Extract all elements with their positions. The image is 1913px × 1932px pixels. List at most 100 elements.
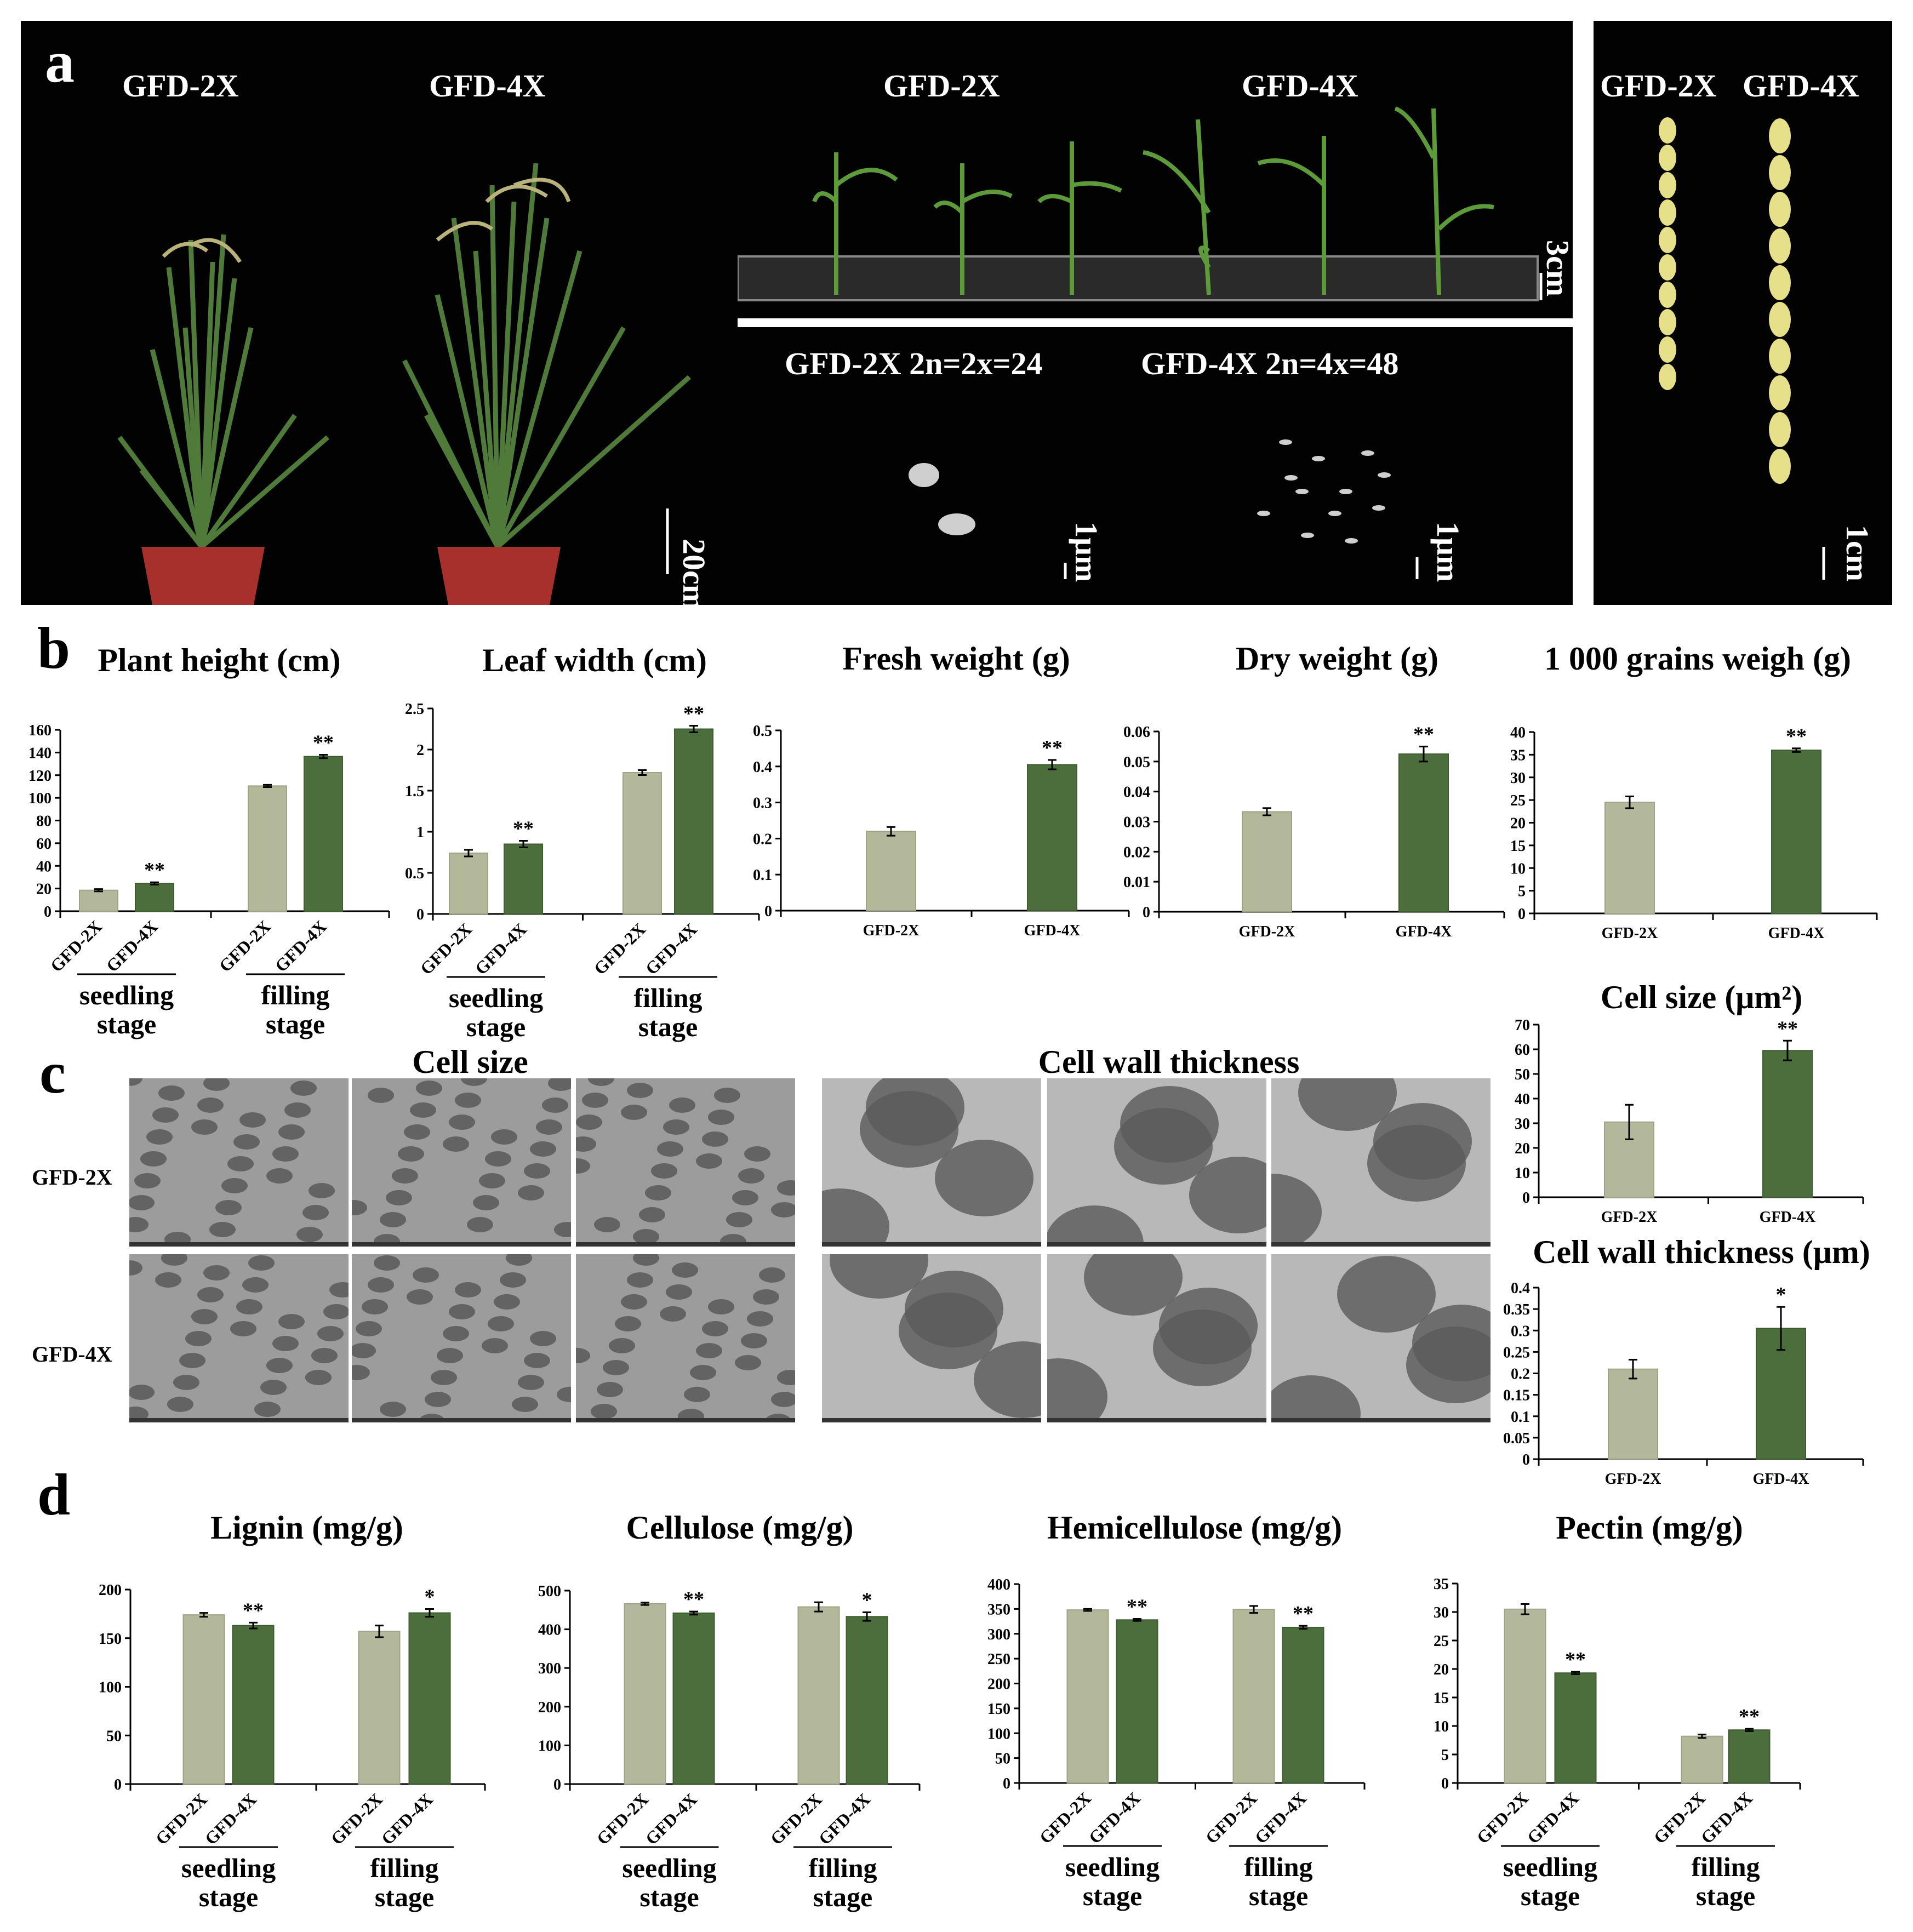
group-label: stage — [638, 1011, 698, 1042]
y-tick-label: 2 — [416, 742, 424, 759]
y-tick-label: 0.4 — [753, 759, 772, 776]
y-tick-label: 5 — [1441, 1747, 1449, 1764]
category-label: GFD-2X — [327, 1789, 386, 1848]
group-label: stage — [199, 1882, 258, 1912]
bar-gfd-2x — [1608, 1368, 1658, 1460]
category-label: GFD-2X — [863, 922, 920, 939]
y-tick-label: 10 — [1434, 1718, 1449, 1735]
y-tick-label: 35 — [1510, 747, 1526, 764]
chart-fresh_weight: Fresh weight (g) 0 0.1 0.2 0.3 0.4 0.5 GFD-2X **… — [753, 641, 1130, 939]
plant-label-2x: GFD-2X — [122, 68, 239, 104]
micrograph-tile — [576, 1254, 795, 1422]
chart-title: Hemicellulose (mg/g) — [1047, 1510, 1342, 1546]
y-tick-label: 200 — [99, 1582, 122, 1599]
category-label: GFD-4X — [1251, 1788, 1310, 1847]
group-label: stage — [813, 1882, 872, 1912]
bar-gfd-4x — [504, 843, 543, 914]
group-label: filling — [808, 1853, 877, 1883]
bar-gfd-2x — [1681, 1735, 1723, 1784]
bar-gfd-4x — [232, 1625, 275, 1785]
group-label: seedling — [79, 980, 174, 1010]
group-label: seedling — [1503, 1851, 1597, 1882]
y-tick-label: 0.03 — [1123, 814, 1150, 831]
y-tick-label: 100 — [99, 1679, 122, 1696]
micrograph-tile — [1047, 1254, 1266, 1422]
bar-gfd-2x — [358, 1631, 401, 1785]
y-tick-label: 400 — [538, 1622, 561, 1639]
panel-letter-c: c — [39, 1041, 66, 1106]
chart-plant_height: Plant height (cm) 0 20 40 60 80 100 120 140 160 GF… — [28, 642, 390, 1039]
chart-title: Dry weight (g) — [1236, 641, 1438, 677]
y-tick-label: 40 — [36, 858, 52, 875]
chart-title: Plant height (cm) — [98, 642, 340, 678]
group-label: filling — [633, 982, 702, 1013]
row-label-4x: GFD-4X — [32, 1342, 112, 1367]
category-label: GFD-2X — [416, 919, 476, 978]
significance-mark: ** — [243, 1599, 264, 1622]
panel-letter-a: a — [45, 30, 75, 95]
bar-gfd-4x — [304, 756, 343, 912]
y-tick-label: 0.1 — [753, 867, 772, 884]
y-tick-label: 10 — [1510, 860, 1526, 877]
significance-mark: ** — [1413, 723, 1434, 746]
micrograph-tile — [129, 1254, 349, 1422]
grain-label-4x: GFD-4X — [1743, 68, 1859, 104]
y-tick-label: 350 — [987, 1601, 1010, 1618]
category-label: GFD-4X — [1760, 1209, 1816, 1226]
chart-cell_wall: Cell wall thickness (μm) 0 0.05 0.1 0.15 0.2 0… — [1503, 1234, 1870, 1488]
group-label: seedling — [622, 1853, 716, 1883]
seedlings-illustration — [738, 106, 1543, 301]
bar-gfd-4x — [408, 1612, 451, 1785]
category-label: GFD-4X — [642, 1789, 701, 1848]
y-tick-label: 0.04 — [1123, 784, 1150, 801]
bar-gfd-2x — [866, 831, 916, 911]
y-tick-label: 40 — [1515, 1091, 1530, 1108]
group-label: seedling — [449, 982, 543, 1013]
significance-mark: * — [862, 1589, 872, 1612]
y-tick-label: 0.4 — [1511, 1280, 1530, 1297]
y-tick-label: 0.5 — [753, 723, 772, 740]
chart-grain_weight: 1 000 grains weigh (g) 0 5 10 15 20 25 30 35 40 GF… — [1510, 641, 1878, 942]
y-tick-label: 15 — [1434, 1690, 1449, 1707]
group-label: stage — [466, 1011, 526, 1042]
y-tick-label: 0 — [1522, 1451, 1530, 1468]
category-label: GFD-4X — [378, 1789, 437, 1848]
bar-gfd-2x — [797, 1606, 840, 1785]
y-tick-label: 120 — [28, 768, 52, 785]
y-tick-label: 0.2 — [753, 831, 772, 848]
chart-cell_size: Cell size (μm²) 0 10 20 30 40 50 60 70 GFD-2X ** GF… — [1515, 979, 1864, 1226]
micrograph-tile — [129, 1078, 349, 1247]
category-label: GFD-4X — [102, 916, 162, 975]
category-label: GFD-2X — [1605, 1471, 1661, 1488]
micrograph-tile — [822, 1078, 1041, 1247]
chart-title: Cellulose (mg/g) — [626, 1510, 854, 1546]
category-label: GFD-4X — [1768, 925, 1825, 942]
y-tick-label: 140 — [28, 745, 52, 762]
bar-gfd-4x — [1116, 1619, 1158, 1784]
bar-gfd-2x — [79, 889, 118, 912]
significance-mark: ** — [1293, 1602, 1314, 1625]
category-label: GFD-4X — [1697, 1788, 1756, 1847]
category-label: GFD-4X — [271, 916, 330, 975]
significance-mark: ** — [1565, 1648, 1586, 1671]
bar-gfd-2x — [248, 785, 287, 912]
micrograph-tile — [352, 1254, 571, 1422]
y-tick-label: 35 — [1434, 1576, 1449, 1593]
y-tick-label: 0.2 — [1511, 1366, 1530, 1383]
bar-gfd-2x — [1604, 802, 1655, 914]
y-tick-label: 0.3 — [1511, 1323, 1530, 1340]
y-tick-label: 100 — [28, 790, 52, 807]
chart-dry_weight: Dry weight (g) 0 0.01 0.02 0.03 0.04 0.05 0.06 G… — [1123, 641, 1505, 940]
y-tick-label: 30 — [1510, 770, 1526, 787]
chromosome-label-2x: GFD-2X 2n=2x=24 — [785, 346, 1043, 381]
chart-cellulose: Cellulose (mg/g)0100200300400500GFD-2X**… — [538, 1510, 921, 1912]
chart-title: Cell wall thickness (μm) — [1533, 1234, 1870, 1270]
bar-gfd-2x — [1232, 1609, 1275, 1784]
category-label: GFD-2X — [593, 1789, 652, 1848]
bar-gfd-4x — [1282, 1626, 1324, 1784]
y-tick-label: 40 — [1510, 724, 1526, 741]
plant-label-4x: GFD-4X — [429, 68, 546, 104]
significance-mark: ** — [1777, 1017, 1798, 1040]
seedling-label-2x: GFD-2X — [883, 68, 1000, 104]
